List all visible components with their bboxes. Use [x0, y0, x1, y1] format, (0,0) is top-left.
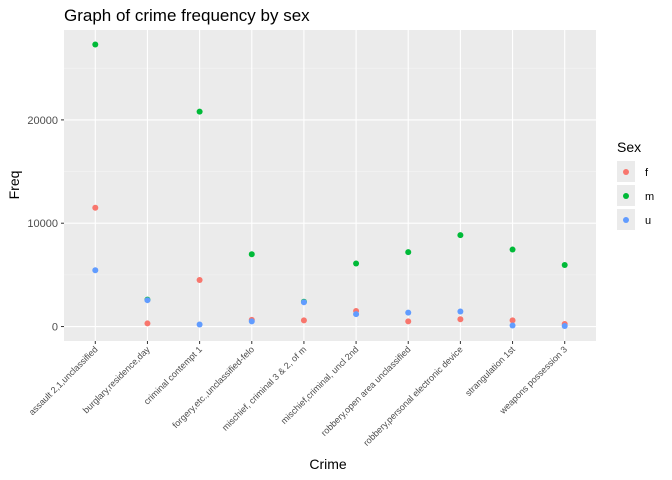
x-tick-label: criminal contempt 1	[142, 344, 204, 406]
point-u	[509, 322, 516, 329]
point-m	[248, 251, 255, 258]
point-m	[196, 108, 203, 115]
y-axis-title: Freq	[6, 171, 22, 200]
y-tick-label: 20000	[27, 115, 58, 127]
point-f	[92, 204, 99, 211]
point-m	[561, 262, 568, 269]
data-points	[92, 41, 568, 330]
legend-label-m: m	[645, 191, 654, 203]
legend: Sex fmu	[617, 139, 654, 230]
point-u	[457, 308, 464, 315]
x-tick-label: mischief, criminal 3 & 2, of m	[220, 344, 308, 432]
point-f	[196, 277, 203, 284]
point-u	[405, 309, 412, 316]
x-tick-label: strangulation 1st	[463, 344, 517, 398]
minor-gridlines	[64, 67, 596, 276]
major-gridlines	[64, 30, 596, 341]
legend-label-u: u	[645, 215, 651, 227]
x-tick-label: robbery,personal electronic device	[361, 344, 465, 448]
y-axis: 0 10000 20000	[27, 115, 64, 334]
point-u	[144, 297, 151, 304]
point-f	[509, 317, 516, 324]
chart-title: Graph of crime frequency by sex	[64, 6, 310, 25]
x-axis-title: Crime	[309, 456, 347, 472]
point-f	[144, 320, 151, 327]
legend-key-m	[623, 193, 629, 199]
legend-label-f: f	[645, 167, 649, 179]
legend-key-u	[623, 217, 629, 223]
point-m	[405, 249, 412, 256]
point-u	[353, 311, 360, 318]
legend-title: Sex	[617, 139, 641, 155]
point-m	[509, 246, 516, 253]
point-f	[300, 317, 307, 324]
point-f	[457, 316, 464, 323]
point-f	[405, 318, 412, 325]
plot-panel	[64, 30, 596, 341]
x-axis: assault 2,1,unclassifiedburglary,residen…	[27, 341, 569, 448]
point-u	[92, 267, 99, 274]
y-tick-label: 10000	[27, 218, 58, 230]
x-tick-label: robbery,open area unclassified	[319, 344, 413, 438]
point-m	[457, 232, 464, 239]
legend-key-f	[623, 169, 629, 175]
y-tick-label: 0	[52, 322, 58, 334]
point-u	[300, 299, 307, 306]
point-u	[561, 323, 568, 330]
point-m	[92, 41, 99, 48]
point-u	[196, 321, 203, 328]
point-u	[248, 318, 255, 325]
point-m	[353, 260, 360, 267]
